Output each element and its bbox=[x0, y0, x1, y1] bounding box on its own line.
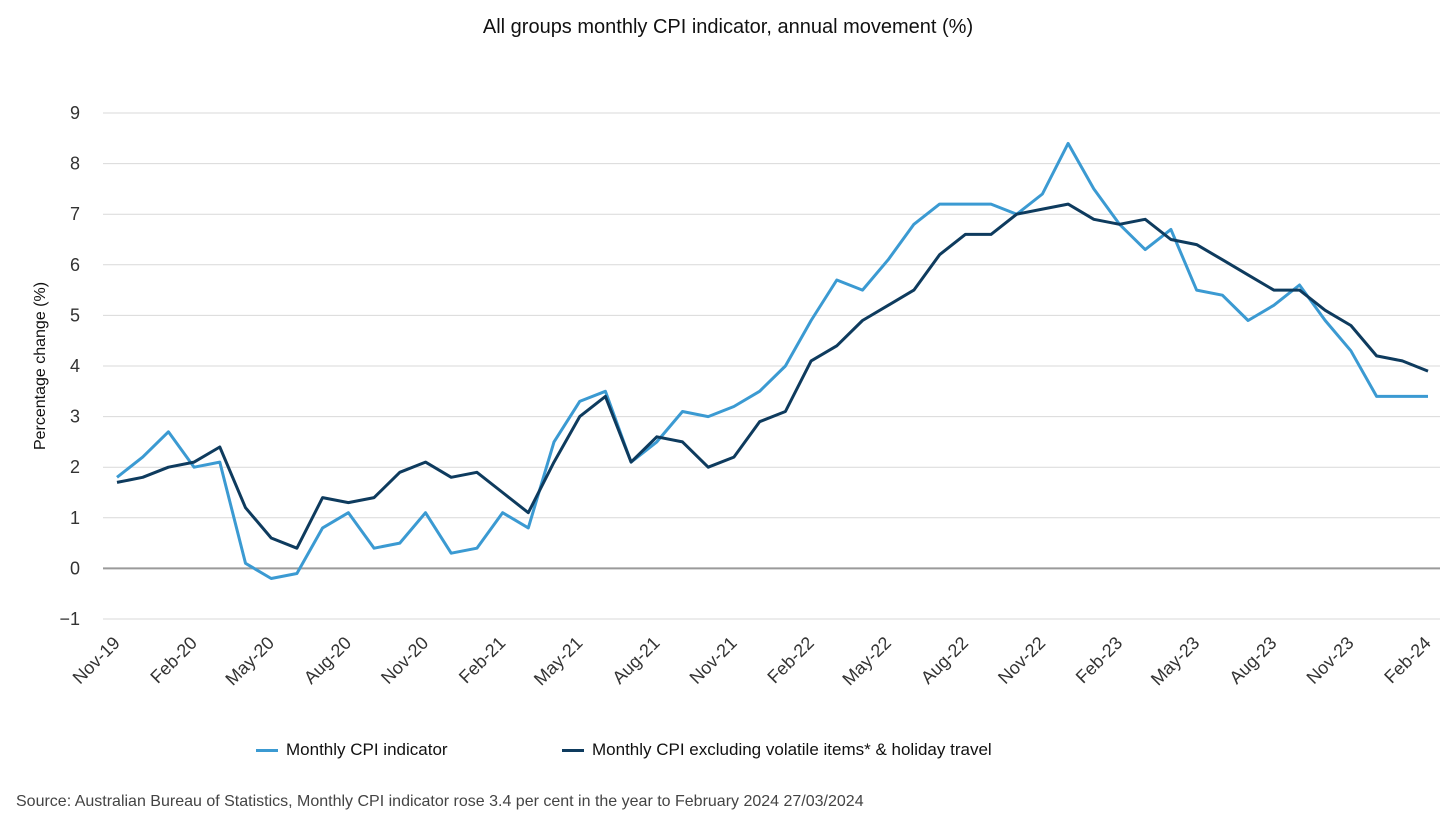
x-tick-label: Feb-21 bbox=[455, 633, 509, 687]
y-tick-label: 3 bbox=[70, 407, 80, 427]
x-tick-label: Aug-22 bbox=[917, 633, 972, 688]
x-tick-label: Feb-20 bbox=[146, 633, 200, 687]
y-tick-label: 5 bbox=[70, 305, 80, 325]
y-axis-ticks: −1 0 1 2 3 4 5 6 7 8 9 bbox=[59, 103, 80, 629]
chart-title: All groups monthly CPI indicator, annual… bbox=[482, 16, 974, 38]
series-line-1 bbox=[116, 141, 1428, 580]
legend-item-series-2: Monthly CPI excluding volatile items* & … bbox=[562, 740, 992, 760]
x-tick-label: Feb-22 bbox=[763, 633, 817, 687]
legend-label-series-1: Monthly CPI indicator bbox=[286, 740, 448, 759]
y-tick-label: 6 bbox=[70, 255, 80, 275]
gridlines bbox=[103, 112, 1440, 620]
x-tick-label: Feb-23 bbox=[1072, 633, 1126, 687]
legend: Monthly CPI indicator Monthly CPI exclud… bbox=[0, 740, 1456, 764]
x-tick-label: Nov-23 bbox=[1303, 633, 1358, 688]
legend-item-series-1: Monthly CPI indicator bbox=[256, 740, 448, 760]
x-tick-label: Aug-20 bbox=[300, 633, 355, 688]
y-tick-label: 1 bbox=[70, 508, 80, 528]
y-tick-label: −1 bbox=[59, 609, 80, 629]
x-tick-label: May-22 bbox=[838, 633, 895, 690]
y-tick-label: 0 bbox=[70, 558, 80, 578]
x-tick-label: Nov-20 bbox=[377, 633, 432, 688]
x-tick-label: May-21 bbox=[530, 633, 587, 690]
x-tick-label: Aug-21 bbox=[608, 633, 663, 688]
series-line-2 bbox=[116, 202, 1429, 550]
y-tick-label: 4 bbox=[70, 356, 80, 376]
x-tick-label: Nov-22 bbox=[994, 633, 1049, 688]
y-tick-label: 2 bbox=[70, 457, 80, 477]
source-note: Source: Australian Bureau of Statistics,… bbox=[16, 793, 864, 810]
series-lines bbox=[116, 141, 1429, 580]
x-tick-label: May-20 bbox=[221, 633, 278, 690]
legend-label-series-2: Monthly CPI excluding volatile items* & … bbox=[592, 740, 992, 759]
y-tick-label: 7 bbox=[70, 204, 80, 224]
x-tick-label: Feb-24 bbox=[1380, 633, 1434, 687]
x-axis-ticks: Nov-19 Feb-20 May-20 Aug-20 Nov-20 Feb-21 May-… bbox=[69, 633, 1435, 690]
y-axis-label: Percentage change (%) bbox=[32, 282, 49, 450]
legend-swatch-series-2 bbox=[562, 748, 584, 752]
y-tick-label: 8 bbox=[70, 154, 80, 174]
x-tick-label: Aug-23 bbox=[1225, 633, 1280, 688]
x-tick-label: Nov-19 bbox=[69, 633, 124, 688]
x-tick-label: May-23 bbox=[1147, 633, 1204, 690]
legend-swatch-series-1 bbox=[256, 748, 278, 752]
x-tick-label: Nov-21 bbox=[686, 633, 741, 688]
y-tick-label: 9 bbox=[70, 103, 80, 123]
